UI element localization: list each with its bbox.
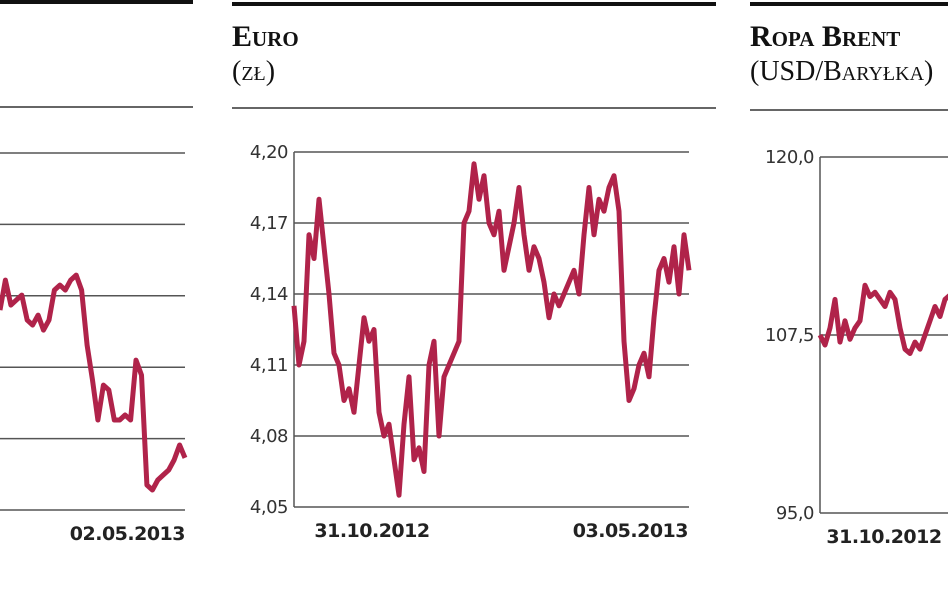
y-tick-label: 4,08: [250, 426, 288, 447]
chart-title: Euro: [232, 20, 299, 53]
x-tick-label: 03.05.2013: [573, 520, 688, 542]
data-line: [817, 282, 948, 356]
top-rule: [750, 2, 948, 6]
y-tick-label: 120,0: [765, 147, 814, 168]
y-tick-label: 107,5: [765, 325, 814, 346]
data-line: [0, 272, 188, 493]
chart-subtitle: (USD/Baryłka): [750, 56, 933, 87]
x-tick-label: 02.05.2013: [70, 523, 185, 545]
chart-title: Ropa Brent: [750, 20, 900, 53]
chart-subtitle: (zł): [232, 56, 275, 87]
y-tick-label: 4,20: [250, 142, 288, 163]
y-tick-label: 4,14: [250, 284, 288, 305]
x-tick-label: 31.10.2012: [314, 520, 429, 542]
y-tick-label: 95,0: [776, 503, 814, 524]
y-tick-label: 4,17: [250, 213, 288, 234]
x-tick-label: 31.10.2012: [826, 526, 941, 548]
data-line: [291, 161, 692, 498]
top-rule: [232, 2, 716, 6]
y-tick-label: 4,11: [250, 355, 288, 376]
top-rule: [0, 0, 193, 4]
y-tick-label: 4,05: [250, 497, 288, 518]
